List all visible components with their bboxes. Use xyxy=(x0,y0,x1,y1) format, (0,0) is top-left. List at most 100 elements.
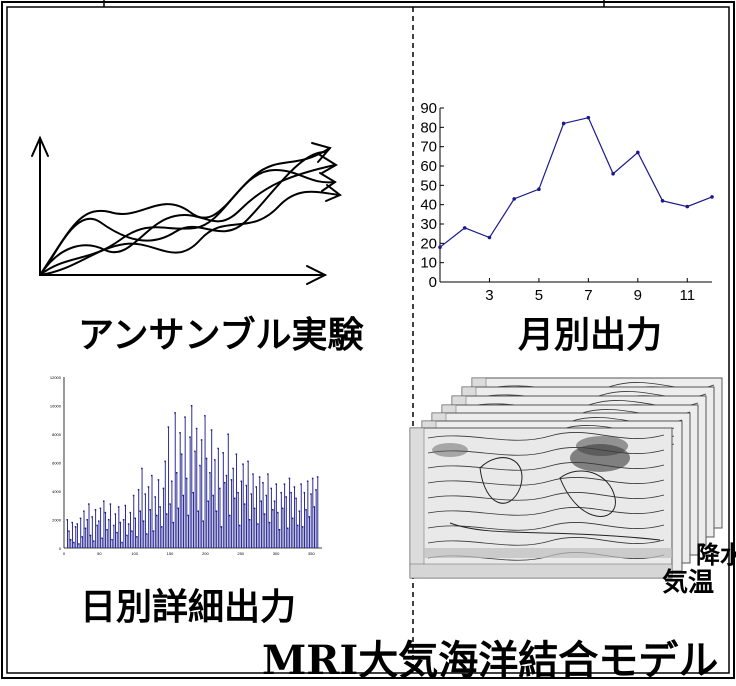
daily-bar xyxy=(206,458,208,548)
daily-bar-marker xyxy=(207,500,209,502)
daily-bar-marker xyxy=(282,507,284,510)
daily-bar-marker xyxy=(159,506,161,508)
daily-bar-marker xyxy=(165,513,168,515)
daily-bar xyxy=(179,432,181,548)
monthly-y-tick-label: 0 xyxy=(429,274,437,291)
daily-bar-marker xyxy=(255,486,257,488)
daily-bar-marker xyxy=(68,530,70,532)
daily-bar xyxy=(166,513,168,548)
monthly-x-tick-label: 5 xyxy=(535,287,543,304)
daily-x-tick-label: 100 xyxy=(131,551,138,556)
daily-bar xyxy=(209,472,211,548)
daily-bar-marker xyxy=(154,496,156,498)
daily-bar-marker xyxy=(230,479,233,481)
daily-bar xyxy=(270,488,272,548)
daily-bar xyxy=(214,459,216,548)
daily-bar xyxy=(120,522,121,548)
daily-bar xyxy=(224,482,226,548)
daily-bar-marker xyxy=(69,538,72,541)
daily-bar xyxy=(164,461,166,548)
daily-bar-marker xyxy=(232,467,234,470)
daily-bar-marker xyxy=(268,521,271,524)
daily-bar-marker xyxy=(131,530,133,532)
map-contour xyxy=(449,522,661,541)
daily-bar xyxy=(219,488,221,548)
model-title-en: MRI xyxy=(262,637,359,684)
daily-bar-marker xyxy=(228,514,231,517)
daily-bar-marker xyxy=(220,526,223,528)
daily-bar xyxy=(139,510,141,548)
daily-bar-marker xyxy=(73,541,75,544)
daily-bar xyxy=(169,503,171,548)
daily-bar-marker xyxy=(189,436,191,438)
daily-bar xyxy=(123,519,125,548)
daily-bar-marker xyxy=(124,504,127,507)
monthly-y-tick-label: 70 xyxy=(420,139,437,156)
daily-bar-marker xyxy=(175,471,178,474)
daily-bar xyxy=(184,416,186,548)
daily-bar-marker xyxy=(180,453,183,455)
daily-bar-marker xyxy=(142,520,145,522)
daily-bar xyxy=(226,475,228,548)
daily-bar-marker xyxy=(311,477,314,480)
daily-bar-marker xyxy=(252,473,254,475)
daily-bar-marker xyxy=(136,536,138,538)
daily-bar-marker xyxy=(79,517,82,520)
ensemble-arrowhead xyxy=(319,172,337,192)
daily-bar xyxy=(130,512,131,548)
daily-bar xyxy=(297,525,299,548)
daily-bar xyxy=(126,535,128,548)
daily-bar-marker xyxy=(126,534,128,537)
daily-bar-marker xyxy=(291,517,294,520)
daily-bar-marker xyxy=(137,489,140,491)
daily-bar xyxy=(134,518,136,548)
daily-bar xyxy=(168,426,170,548)
daily-bar xyxy=(257,523,259,548)
daily-bar-marker xyxy=(91,516,93,518)
daily-bar xyxy=(103,500,105,548)
daily-bar xyxy=(314,506,315,548)
daily-bar-marker xyxy=(111,538,113,541)
daily-bar-marker xyxy=(267,473,269,475)
daily-bar-marker xyxy=(303,491,306,494)
daily-bar xyxy=(67,519,68,548)
daily-bar xyxy=(133,495,135,548)
daily-bar-marker xyxy=(112,524,115,527)
daily-bar-marker xyxy=(157,479,160,481)
daily-bar-marker xyxy=(219,487,221,490)
daily-detailed-output-label: 日別詳細出力 xyxy=(80,587,297,628)
daily-bar xyxy=(265,495,267,548)
daily-bar xyxy=(260,500,262,548)
daily-bar-marker xyxy=(156,514,158,517)
daily-bar-marker xyxy=(94,509,97,511)
daily-bar-marker xyxy=(253,507,256,510)
daily-bar xyxy=(204,415,206,548)
monthly-data-point xyxy=(611,171,615,176)
daily-bar xyxy=(199,465,201,548)
ensemble-y-arrowhead xyxy=(31,135,49,157)
ensemble-member-curve xyxy=(39,190,341,276)
daily-bar-marker xyxy=(315,489,317,491)
daily-bar-marker xyxy=(262,481,264,484)
daily-bar-marker xyxy=(146,533,148,535)
daily-bar xyxy=(259,476,261,548)
monthly-x-tick-label: 3 xyxy=(485,287,493,304)
daily-bar-marker xyxy=(270,487,272,490)
daily-bar-marker xyxy=(117,506,120,508)
daily-bar xyxy=(289,478,291,548)
daily-bar xyxy=(70,539,72,548)
daily-bar-marker xyxy=(116,531,118,534)
daily-bar xyxy=(275,483,277,548)
daily-bar xyxy=(110,503,112,548)
daily-bar-marker xyxy=(305,509,307,511)
monthly-y-tick-label: 90 xyxy=(420,100,437,117)
daily-bar xyxy=(247,461,249,548)
daily-bar xyxy=(211,429,213,548)
daily-bar-marker xyxy=(287,527,289,530)
daily-bar-marker xyxy=(257,523,259,525)
monthly-y-tick-label: 20 xyxy=(420,235,437,252)
daily-x-tick-label: 300 xyxy=(273,551,280,556)
daily-x-tick-label: 200 xyxy=(202,551,209,556)
daily-bar xyxy=(287,528,289,548)
